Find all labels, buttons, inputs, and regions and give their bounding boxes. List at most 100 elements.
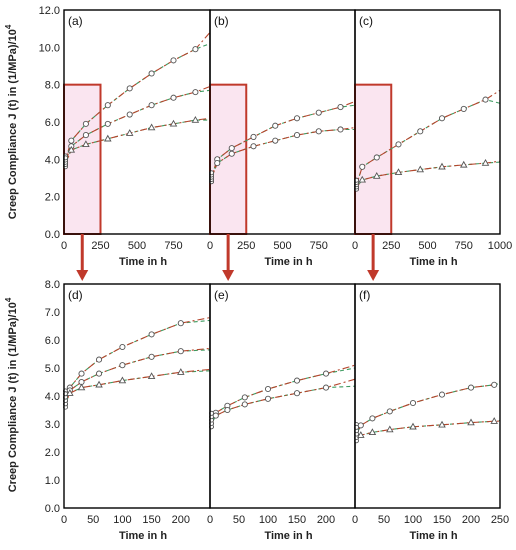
panel-a-ytick-4: 8.0	[45, 80, 60, 92]
panel-c-series-0-marker-7	[482, 96, 489, 103]
panel-d-ytick-3: 3.0	[45, 419, 60, 431]
panel-a-series-1-marker-2	[82, 132, 89, 139]
panel-e-series-1-marker-2	[224, 406, 231, 414]
panel-c-series-0-marker-2	[373, 154, 380, 161]
panel-f-series-0-marker-4	[409, 399, 417, 407]
panel-e-series-0-marker-4	[264, 385, 272, 393]
panel-a-series-1-marker-7	[192, 89, 199, 96]
panel-f-series-0-marker-6	[467, 384, 475, 391]
panel-d-xtick-0: 0	[61, 514, 67, 526]
panel-e-series-0-fit-green	[209, 367, 356, 428]
y-axis-title-bottom-sup: 4	[4, 297, 13, 302]
panel-e-label: (e)	[214, 288, 229, 302]
panel-a-series-2-marker-7	[191, 116, 200, 123]
panel-d-ytick-8: 8.0	[45, 279, 60, 291]
y-axis-title-top: Creep Compliance J (t) in (1/MPa)/104	[4, 24, 19, 219]
panel-d-series-1-fit-green	[63, 349, 211, 405]
panel-b-series-0-marker-4	[272, 122, 279, 129]
panel-a: 0.0 2.0 4.0 6.0 8.0 10.0 12.0 0 250 500 750 Time in…	[39, 5, 211, 268]
panel-a-series-2-marker-5	[147, 123, 156, 131]
panel-f-series-0-marker-2	[369, 415, 376, 422]
panel-d-ytick-2: 2.0	[45, 447, 60, 459]
zoom-arrow-1-head	[222, 270, 235, 281]
panel-d-series-1-marker-6	[177, 348, 184, 355]
panel-f-series-1-marker-4	[409, 422, 417, 430]
panel-f-xtick-3: 150	[433, 514, 451, 526]
panel-b-series-1-marker-6	[315, 128, 322, 135]
panel-d-series-0-marker-5	[148, 331, 155, 338]
panel-b-series-0-marker-5	[293, 115, 301, 122]
panel-e-series-1-fit-red	[209, 378, 356, 428]
panel-f-series-0-marker-7	[491, 381, 498, 388]
panel-b-series-0-marker-3	[250, 133, 257, 140]
panel-c-xtick-4: 1000	[488, 240, 512, 252]
panel-d-frame	[63, 283, 211, 509]
panel-e-xtick-3: 150	[288, 514, 306, 526]
panel-e-xtick-2: 100	[259, 514, 277, 526]
panel-c-xtick-2: 500	[418, 240, 436, 252]
panel-f-series-1-marker-5	[438, 420, 446, 428]
panel-f-xtick-4: 200	[462, 514, 480, 526]
panel-f-xtick-5: 250	[491, 514, 509, 526]
panel-a-series-0-marker-6	[170, 57, 177, 64]
panel-a-x-axis-title: Time in h	[119, 256, 167, 268]
panel-c-frame	[354, 9, 501, 235]
panel-a-series-0-marker-7	[192, 46, 199, 53]
y-axis-title-top-sup: 4	[4, 24, 13, 29]
panel-f-series-1-marker-6	[467, 418, 475, 426]
panel-a-ytick-2: 4.0	[45, 154, 60, 166]
panel-e-series-1-marker-6	[322, 384, 330, 391]
panel-a-zoom-box	[63, 83, 102, 235]
panel-d-series-2-marker-6	[177, 368, 185, 375]
panel-a-series-2-marker-1	[67, 145, 76, 153]
panel-e-series-1-marker-3	[241, 401, 248, 408]
y-axis-title-bottom-text: Creep Compliance J (t) in (1/MPa)/10	[7, 302, 19, 492]
panel-d-series-0-marker-2	[78, 370, 85, 377]
panel-b-series-0-marker-7	[337, 104, 344, 111]
panel-f-series-1-marker-2	[368, 428, 377, 436]
panel-a-series-1-marker-4	[126, 111, 133, 118]
panel-b-series-0-fit-green	[209, 104, 356, 182]
panel-f-series-0-marker-1	[357, 422, 364, 429]
panel-a-series-1-marker-5	[148, 102, 155, 109]
panel-d-xtick-1: 50	[87, 514, 99, 526]
panel-e-series-1-fit-green	[209, 385, 356, 428]
panel-a-series-0-marker-5	[148, 70, 155, 77]
panel-a-xtick-2: 500	[128, 240, 146, 252]
panel-d-series-2-marker-5	[147, 372, 156, 380]
y-axis-title-bottom: Creep Compliance J (t) in (1/MPa)/104	[4, 297, 19, 492]
panel-e-series-1-marker-5	[293, 390, 301, 397]
panel-e-series-1-marker-1	[212, 412, 219, 419]
panel-a-ytick-5: 10.0	[39, 42, 60, 54]
panel-d-series-2-marker-4	[118, 376, 127, 384]
panel-b-series-0-marker-2	[228, 145, 235, 152]
panel-b-series-0-marker-6	[315, 109, 322, 116]
panel-f-xtick-1: 50	[378, 514, 390, 526]
panel-d-series-2-marker-1	[66, 389, 74, 396]
panel-e-series-0-fit-red	[209, 364, 356, 428]
panel-c-series-1-marker-2	[372, 172, 381, 179]
panel-b-xtick-0: 0	[207, 240, 213, 252]
panel-c-series-0-marker-6	[460, 105, 467, 112]
panel-d-ytick-1: 1.0	[45, 475, 60, 487]
panel-a-series-1-marker-3	[104, 120, 111, 127]
panel-d-series-0-marker-6	[177, 320, 184, 327]
panel-e: 0 50 100 150 200 Time in h (e)	[207, 283, 356, 542]
panel-d: 0.0 1.0 2.0 3.0 4.0 5.0 6.0 7.0 8.0 0 50 100 150 200 T…	[45, 279, 211, 542]
panel-f: 0 50 100 150 200 250 Time in h (f)	[352, 283, 509, 542]
panel-c-series-1-marker-7	[481, 158, 490, 166]
panel-c-x-axis-title: Time in h	[409, 256, 457, 268]
panel-d-series-2-marker-3	[95, 380, 103, 388]
panel-b-series-1-marker-2	[228, 150, 235, 157]
panel-f-series-0-fit-red	[354, 381, 501, 439]
panel-a-xtick-3: 750	[164, 240, 182, 252]
panel-d-ytick-4: 4.0	[45, 391, 60, 403]
panel-f-series-1-marker-7	[490, 417, 498, 424]
panel-c-series-0-marker-3	[395, 141, 402, 148]
panel-a-series-2-marker-2	[82, 140, 90, 148]
panel-c-series-1-marker-3	[394, 168, 403, 176]
panel-d-series-1-marker-5	[148, 353, 155, 360]
panel-f-xtick-0: 0	[352, 514, 358, 526]
panel-a-xtick-0: 0	[61, 240, 67, 252]
